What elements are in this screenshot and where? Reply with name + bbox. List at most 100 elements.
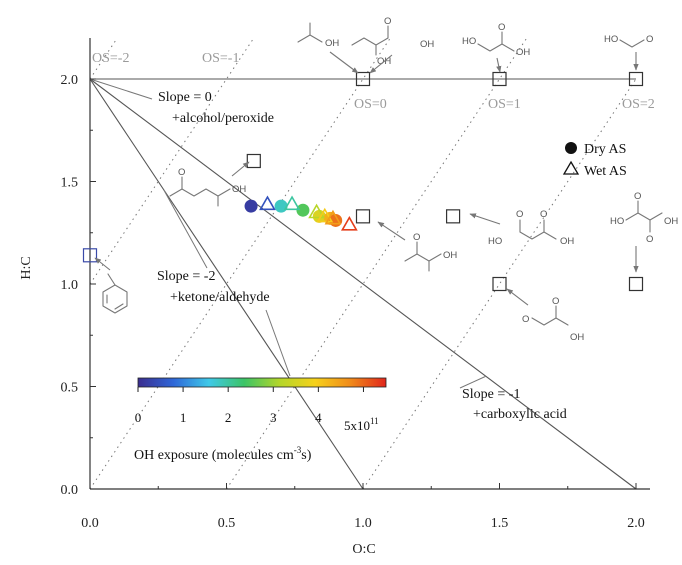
- colorbar-ticks: 0 1 2 3 4: [135, 387, 364, 425]
- arrow-lactic: [369, 54, 393, 74]
- x-axis-label: O:C: [352, 542, 375, 557]
- oxalic-acid-structure: HO O O OH: [610, 191, 678, 245]
- os-line-2: [89, 37, 391, 490]
- os-label-2: OS=0: [354, 97, 387, 112]
- slope-line-1: [89, 78, 637, 490]
- x-tick-label-1: 0.5: [218, 516, 236, 531]
- glyoxylic-oh: OH: [570, 332, 584, 343]
- reference-compound-6: [445, 209, 461, 224]
- os-line-1: [89, 37, 255, 285]
- arrow-glyoxylic: [506, 288, 529, 306]
- slope-2-pointer-b: [265, 309, 291, 377]
- arrow-toluene: [94, 257, 111, 271]
- slope-labels: Slope = 0 +alcohol/peroxide Slope = -2 +…: [157, 90, 567, 422]
- glyoxylic-o-2: O: [552, 296, 559, 307]
- slope-0-pointer: [89, 78, 153, 100]
- malonic-ho: HO: [488, 236, 502, 247]
- oxalic-o-1: O: [634, 191, 641, 202]
- reference-compound-7: [492, 276, 507, 292]
- slope-2-pointer: [163, 189, 208, 269]
- colorbar-title-exp: -3: [294, 445, 302, 455]
- malonic-o-2: O: [540, 209, 547, 220]
- point-wet-1: [283, 195, 301, 211]
- os-label-1: OS=-1: [202, 51, 239, 66]
- arrow-malonic: [469, 213, 501, 225]
- colorbar: 0 1 2 3 4 5x1011 OH exposure (molecules cm-3…: [134, 377, 387, 463]
- slope-0-sublabel: +alcohol/peroxide: [172, 111, 274, 126]
- reference-compound-2: [355, 71, 371, 87]
- colorbar-title: OH exposure (molecules cm-3s): [134, 445, 312, 463]
- glyoxylic-o-1: O: [522, 314, 529, 325]
- colorbar-title-end: s): [301, 448, 311, 463]
- axes: [89, 38, 650, 490]
- reference-compound-1: [246, 153, 261, 169]
- malonic-oh: OH: [560, 236, 574, 247]
- colorbar-tick-label-3: 3: [270, 410, 277, 425]
- malonic-acid-structure: HO O O OH: [488, 209, 574, 247]
- os-label-0: OS=-2: [92, 51, 129, 66]
- slope-2-label: Slope = -2: [157, 269, 215, 284]
- reference-compound-5: [355, 209, 371, 224]
- lactic-acid-structure: OH OH O: [351, 16, 434, 67]
- arrow-pyruvic: [377, 221, 406, 241]
- malonic-o-1: O: [516, 209, 523, 220]
- os-label-3: OS=1: [488, 97, 521, 112]
- slope-line-2: [89, 78, 364, 490]
- point-dry-2: [296, 203, 310, 217]
- glyoxylic-acid-structure: O O OH: [522, 296, 584, 343]
- os-line-4: [362, 78, 637, 490]
- reference-compound-0: [82, 248, 98, 263]
- y-tick-label-0: 0.0: [61, 483, 79, 498]
- colorbar-title-base: OH exposure (molecules cm: [134, 448, 294, 463]
- reference-compound-4: [628, 71, 644, 87]
- levulinic-oh: OH: [232, 184, 246, 195]
- colorbar-max-label: 5x1011: [344, 416, 379, 433]
- glycolic-oh: OH: [516, 47, 530, 58]
- arrow-levulinic: [231, 161, 250, 177]
- arrow-glycolic: [496, 57, 502, 73]
- oxalic-oh: OH: [664, 216, 678, 227]
- colorbar-tick-label-2: 2: [225, 410, 232, 425]
- oxalic-o-2: O: [646, 234, 653, 245]
- pyruvic-o: O: [413, 232, 420, 243]
- slope-2-sublabel: +ketone/aldehyde: [170, 290, 270, 305]
- point-wet-0: [259, 195, 276, 211]
- point-wet-4: [324, 209, 342, 225]
- point-wet-3: [316, 207, 334, 223]
- y-tick-label-4: 2.0: [61, 73, 79, 88]
- y-tick-label-2: 1.0: [61, 278, 79, 293]
- point-wet-5: [340, 215, 358, 231]
- x-tick-label-3: 1.5: [491, 516, 509, 531]
- reference-arrows: [94, 51, 639, 306]
- lactic-o: O: [384, 16, 391, 27]
- glycolic-o: O: [498, 22, 505, 33]
- pyruvic-oh: OH: [443, 250, 457, 261]
- reference-compound-8: [628, 276, 644, 292]
- x-axis-ticks: 0.0 0.5 1.0 1.5 2.0: [81, 483, 645, 531]
- glycolic-ho: HO: [462, 36, 476, 47]
- pyruvic-acid-structure: O OH: [404, 232, 457, 272]
- y-axis-ticks: 0.0 0.5 1.0 1.5 2.0: [61, 73, 96, 498]
- acetic-oh: OH: [325, 38, 339, 49]
- slope-1-pointer: [459, 375, 487, 389]
- colorbar-max-base: 5x10: [344, 418, 370, 433]
- point-wet-2: [308, 203, 325, 219]
- point-dry-0: [244, 199, 258, 213]
- y-tick-label-1: 0.5: [61, 381, 79, 396]
- y-tick-label-3: 1.5: [61, 176, 79, 191]
- legend-label-wet: Wet AS: [584, 164, 627, 179]
- legend-marker-dry: [565, 142, 577, 154]
- oxidation-state-labels: OS=-2 OS=-1 OS=0 OS=1 OS=2: [92, 51, 655, 112]
- formic-acid-structure: HO O: [604, 34, 653, 48]
- arrow-acetic: [329, 51, 359, 74]
- slope-1-sublabel: +carboxylic acid: [473, 407, 567, 422]
- point-dry-1: [274, 199, 288, 213]
- os-label-4: OS=2: [622, 97, 655, 112]
- data-points: [244, 195, 358, 231]
- slope-lines: [89, 78, 637, 490]
- glycolic-acid-structure: HO O OH: [462, 22, 530, 58]
- levulinic-acid-structure: O OH: [169, 167, 246, 207]
- colorbar-tick-label-4: 4: [315, 410, 322, 425]
- legend-label-dry: Dry AS: [584, 142, 626, 157]
